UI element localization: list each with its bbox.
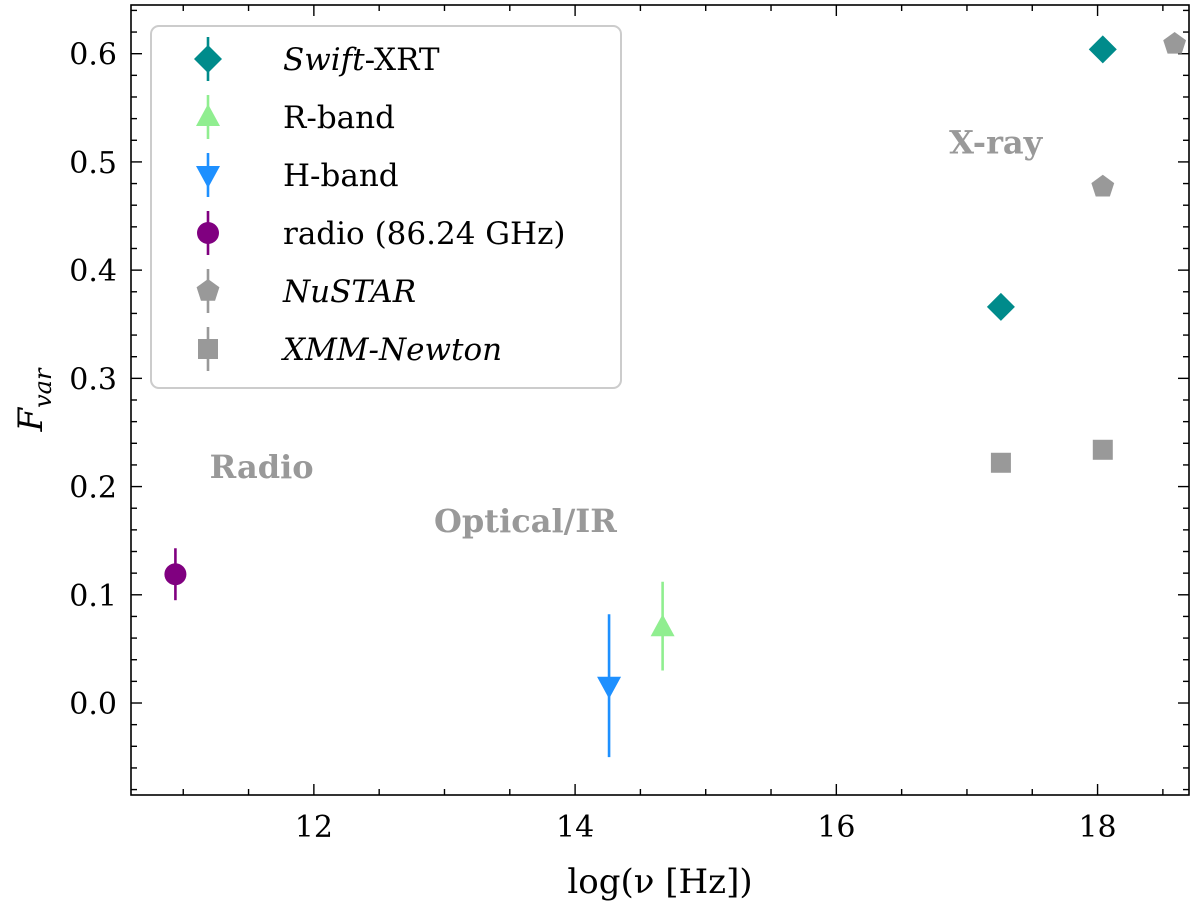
legend-label: H-band bbox=[283, 158, 399, 194]
legend-marker bbox=[196, 104, 220, 126]
data-point bbox=[990, 452, 1011, 473]
y-tick-label: 0.4 bbox=[69, 254, 117, 289]
region-label: Radio bbox=[210, 448, 314, 486]
region-annotations: Radio Optical/IR X-ray bbox=[210, 123, 1044, 540]
y-tick-label: 0.1 bbox=[69, 579, 117, 614]
data-point bbox=[1088, 35, 1117, 64]
x-tick-label: 14 bbox=[556, 810, 594, 845]
data-point bbox=[164, 563, 187, 586]
legend-label: Swift-XRT bbox=[283, 42, 440, 78]
x-tick-label: 18 bbox=[1078, 810, 1116, 845]
data-point bbox=[1092, 439, 1113, 460]
y-axis-label-subscript: var bbox=[29, 367, 57, 408]
y-tick-label: 0.0 bbox=[69, 687, 117, 722]
y-tick-label: 0.5 bbox=[69, 146, 117, 181]
legend-label: radio (86.24 GHz) bbox=[283, 216, 566, 252]
legend-frame bbox=[150, 25, 622, 389]
x-tick-label: 12 bbox=[295, 810, 333, 845]
legend-label: NuSTAR bbox=[282, 274, 416, 310]
data-point bbox=[650, 614, 675, 637]
y-axis-label: Fvar bbox=[11, 367, 57, 432]
region-label: Optical/IR bbox=[434, 502, 617, 540]
legend-marker bbox=[197, 222, 219, 244]
legend-marker bbox=[194, 45, 222, 73]
y-tick-label: 0.3 bbox=[69, 362, 117, 397]
y-axis-label-main: F bbox=[11, 406, 51, 432]
data-points bbox=[164, 31, 1187, 758]
axes: 12 14 16 18 0.0 0.1 0.2 0.3 0.4 0.5 0.6 log(ν [Hz])… bbox=[11, 4, 1190, 902]
legend-marker bbox=[198, 339, 218, 359]
legend-label: R-band bbox=[283, 100, 395, 136]
legend: Swift-XRT R-band H-band radio (86.24 GHz) Nu… bbox=[150, 25, 622, 389]
y-tick-label: 0.2 bbox=[69, 471, 117, 506]
y-tick-label: 0.6 bbox=[69, 38, 117, 73]
x-axis-label: log(ν [Hz]) bbox=[567, 862, 752, 902]
legend-marker bbox=[196, 166, 220, 188]
legend-label-italic: Swift bbox=[283, 42, 365, 78]
legend-label: XMM-Newton bbox=[281, 332, 502, 368]
region-label: X-ray bbox=[949, 123, 1044, 161]
data-point bbox=[597, 676, 622, 699]
data-point bbox=[1091, 174, 1115, 197]
legend-marker bbox=[196, 279, 220, 301]
data-point bbox=[1163, 31, 1187, 54]
data-point bbox=[986, 292, 1015, 321]
x-tick-label: 16 bbox=[817, 810, 855, 845]
legend-label-rest: -XRT bbox=[365, 42, 440, 78]
